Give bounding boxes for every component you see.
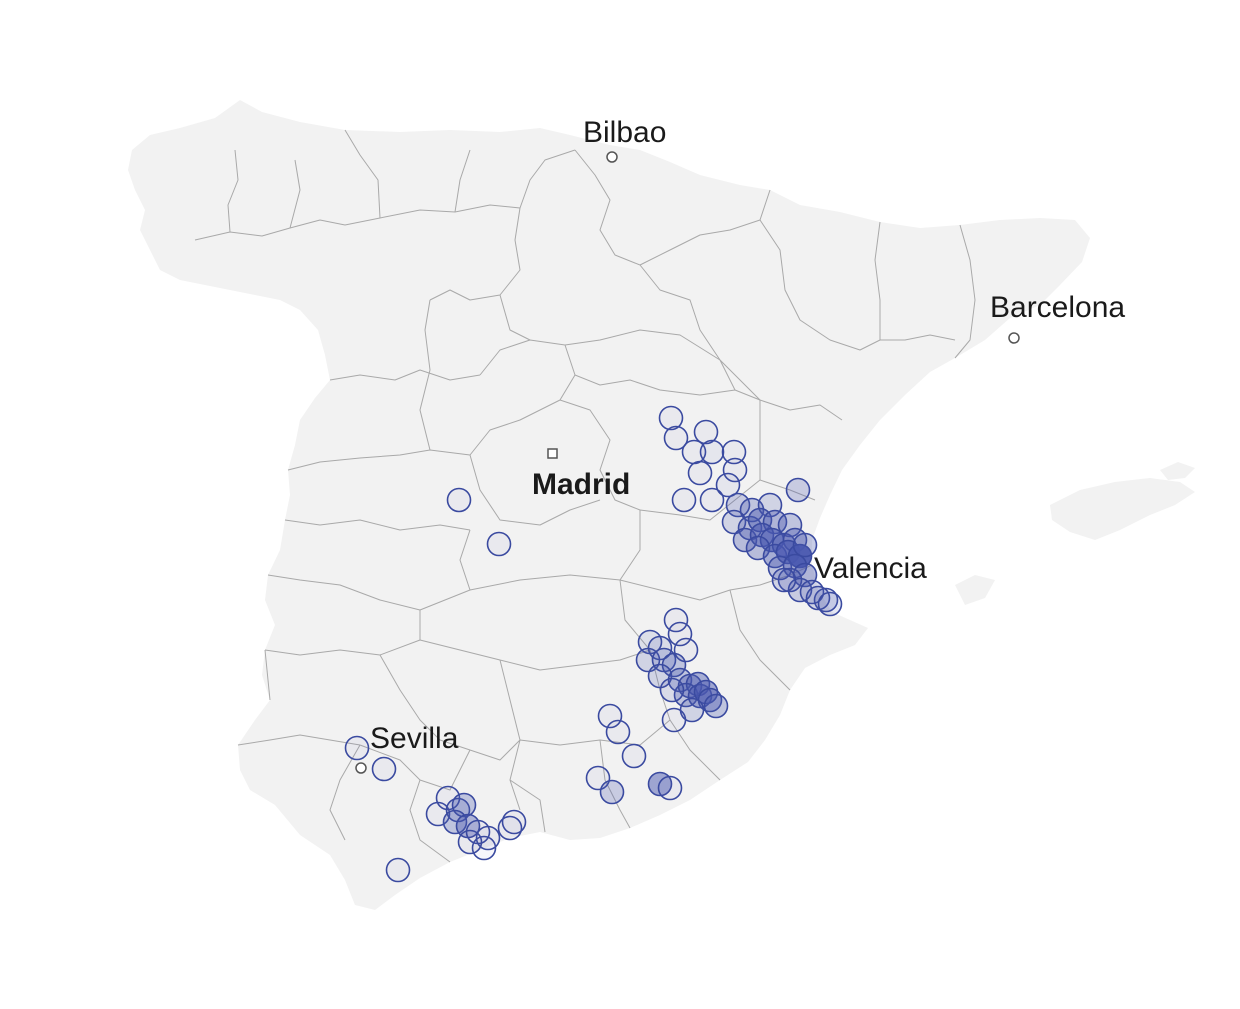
data-marker (661, 707, 687, 733)
city-dot-barcelona (1008, 332, 1020, 344)
city-label-sevilla: Sevilla (370, 722, 459, 755)
data-marker (785, 477, 811, 503)
city-layer: Bilbao Barcelona Madrid Valencia Sevilla (355, 116, 1125, 774)
data-marker (721, 439, 747, 465)
data-marker (663, 607, 689, 633)
data-marker (777, 567, 803, 593)
data-marker (715, 472, 741, 498)
balearic-menorca (1160, 462, 1195, 480)
data-marker (599, 779, 625, 805)
mainland-spain (128, 100, 1090, 910)
data-marker (344, 735, 370, 761)
data-marker (721, 509, 747, 535)
data-marker (722, 457, 748, 483)
city-label-madrid: Madrid (532, 468, 630, 501)
land-layer (128, 100, 1195, 910)
data-marker (371, 756, 397, 782)
marker-layer (344, 405, 843, 883)
data-marker (667, 621, 693, 647)
city-dot-bilbao (606, 151, 618, 163)
balearic-ibiza (955, 575, 995, 605)
balearic-mallorca (1050, 478, 1195, 540)
data-marker (673, 637, 699, 663)
data-marker (385, 857, 411, 883)
city-label-barcelona: Barcelona (990, 291, 1125, 324)
data-marker (693, 419, 719, 445)
data-marker (813, 587, 839, 613)
data-marker (703, 693, 729, 719)
data-marker (475, 825, 501, 851)
data-marker (792, 532, 818, 558)
data-marker (497, 815, 523, 841)
data-marker (659, 677, 685, 703)
data-marker (446, 487, 472, 513)
data-marker (457, 829, 483, 855)
city-label-bilbao: Bilbao (583, 116, 666, 149)
data-marker (671, 487, 697, 513)
data-marker (597, 703, 623, 729)
data-marker (699, 439, 725, 465)
data-marker (805, 585, 831, 611)
data-marker (605, 719, 631, 745)
data-marker (621, 743, 647, 769)
data-marker (699, 487, 725, 513)
data-marker (657, 775, 683, 801)
data-marker (687, 460, 713, 486)
city-dot-madrid (547, 448, 558, 459)
city-label-valencia: Valencia (814, 552, 927, 585)
province-borders (194, 129, 976, 863)
data-marker (486, 531, 512, 557)
data-marker (771, 567, 797, 593)
data-marker (663, 425, 689, 451)
data-marker (817, 591, 843, 617)
data-marker (658, 405, 684, 431)
city-dot-sevilla (355, 762, 367, 774)
